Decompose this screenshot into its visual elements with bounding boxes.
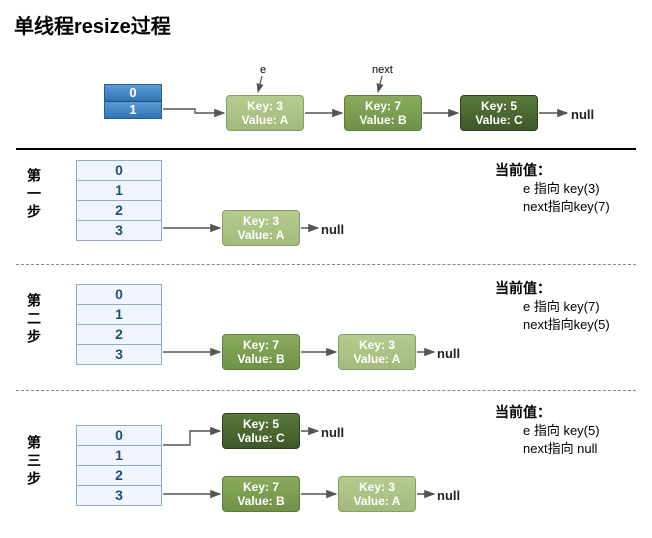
solid-divider <box>16 148 636 150</box>
page-title: 单线程resize过程 <box>0 0 652 49</box>
node-key: Key: 7 <box>223 480 299 494</box>
node-val: Value: A <box>223 228 299 242</box>
step1-node-k3: Key: 3 Value: A <box>222 210 300 246</box>
node-key: Key: 3 <box>339 480 415 494</box>
step1-table: 0 1 2 3 <box>76 160 162 241</box>
table-cell: 3 <box>77 221 161 240</box>
node-val: Value: C <box>461 113 537 127</box>
null-text: null <box>571 107 594 122</box>
node-val: Value: B <box>223 494 299 508</box>
node-k3-top: Key: 3 Value: A <box>226 95 304 131</box>
node-key: Key: 3 <box>339 338 415 352</box>
table-cell: 1 <box>105 102 161 118</box>
e-label: e <box>260 64 266 76</box>
table-cell: 3 <box>77 345 161 364</box>
step3-info2: next指向 null <box>523 440 597 458</box>
step2-info1: e 指向 key(7) <box>523 298 600 316</box>
step1-label: 第一步 <box>24 168 44 222</box>
step1-info-title: 当前值： <box>495 160 551 180</box>
next-label: next <box>372 64 393 76</box>
node-val: Value: B <box>223 352 299 366</box>
step2-table: 0 1 2 3 <box>76 284 162 365</box>
table-cell: 2 <box>77 201 161 221</box>
step2-label: 第二步 <box>24 293 44 347</box>
step3-info-title: 当前值： <box>495 402 551 422</box>
node-val: Value: A <box>227 113 303 127</box>
dash-divider <box>16 390 636 391</box>
node-key: Key: 5 <box>461 99 537 113</box>
step3-node-k7: Key: 7 Value: B <box>222 476 300 512</box>
node-key: Key: 3 <box>227 99 303 113</box>
table-cell: 1 <box>77 181 161 201</box>
table-cell: 3 <box>77 486 161 505</box>
step2-node-k3: Key: 3 Value: A <box>338 334 416 370</box>
node-k7-top: Key: 7 Value: B <box>344 95 422 131</box>
node-k5-top: Key: 5 Value: C <box>460 95 538 131</box>
step1-info1: e 指向 key(3) <box>523 180 600 198</box>
null-text: null <box>321 222 344 237</box>
step3-node-k5: Key: 5 Value: C <box>222 413 300 449</box>
step2-info2: next指向key(5) <box>523 316 610 334</box>
null-text: null <box>321 425 344 440</box>
null-text: null <box>437 346 460 361</box>
top-table: 0 1 <box>104 84 162 119</box>
node-val: Value: A <box>339 352 415 366</box>
node-key: Key: 3 <box>223 214 299 228</box>
step2-node-k7: Key: 7 Value: B <box>222 334 300 370</box>
table-cell: 0 <box>77 161 161 181</box>
node-key: Key: 7 <box>345 99 421 113</box>
node-val: Value: C <box>223 431 299 445</box>
null-text: null <box>437 488 460 503</box>
table-cell: 0 <box>77 426 161 446</box>
node-key: Key: 5 <box>223 417 299 431</box>
table-cell: 1 <box>77 305 161 325</box>
step3-table: 0 1 2 3 <box>76 425 162 506</box>
step3-node-k3: Key: 3 Value: A <box>338 476 416 512</box>
step3-label: 第三步 <box>24 435 44 489</box>
step3-info1: e 指向 key(5) <box>523 422 600 440</box>
table-cell: 2 <box>77 325 161 345</box>
step1-info2: next指向key(7) <box>523 198 610 216</box>
table-cell: 0 <box>77 285 161 305</box>
table-cell: 1 <box>77 446 161 466</box>
table-cell: 2 <box>77 466 161 486</box>
step2-info-title: 当前值： <box>495 278 551 298</box>
node-val: Value: B <box>345 113 421 127</box>
table-cell: 0 <box>105 85 161 102</box>
dash-divider <box>16 264 636 265</box>
node-key: Key: 7 <box>223 338 299 352</box>
node-val: Value: A <box>339 494 415 508</box>
